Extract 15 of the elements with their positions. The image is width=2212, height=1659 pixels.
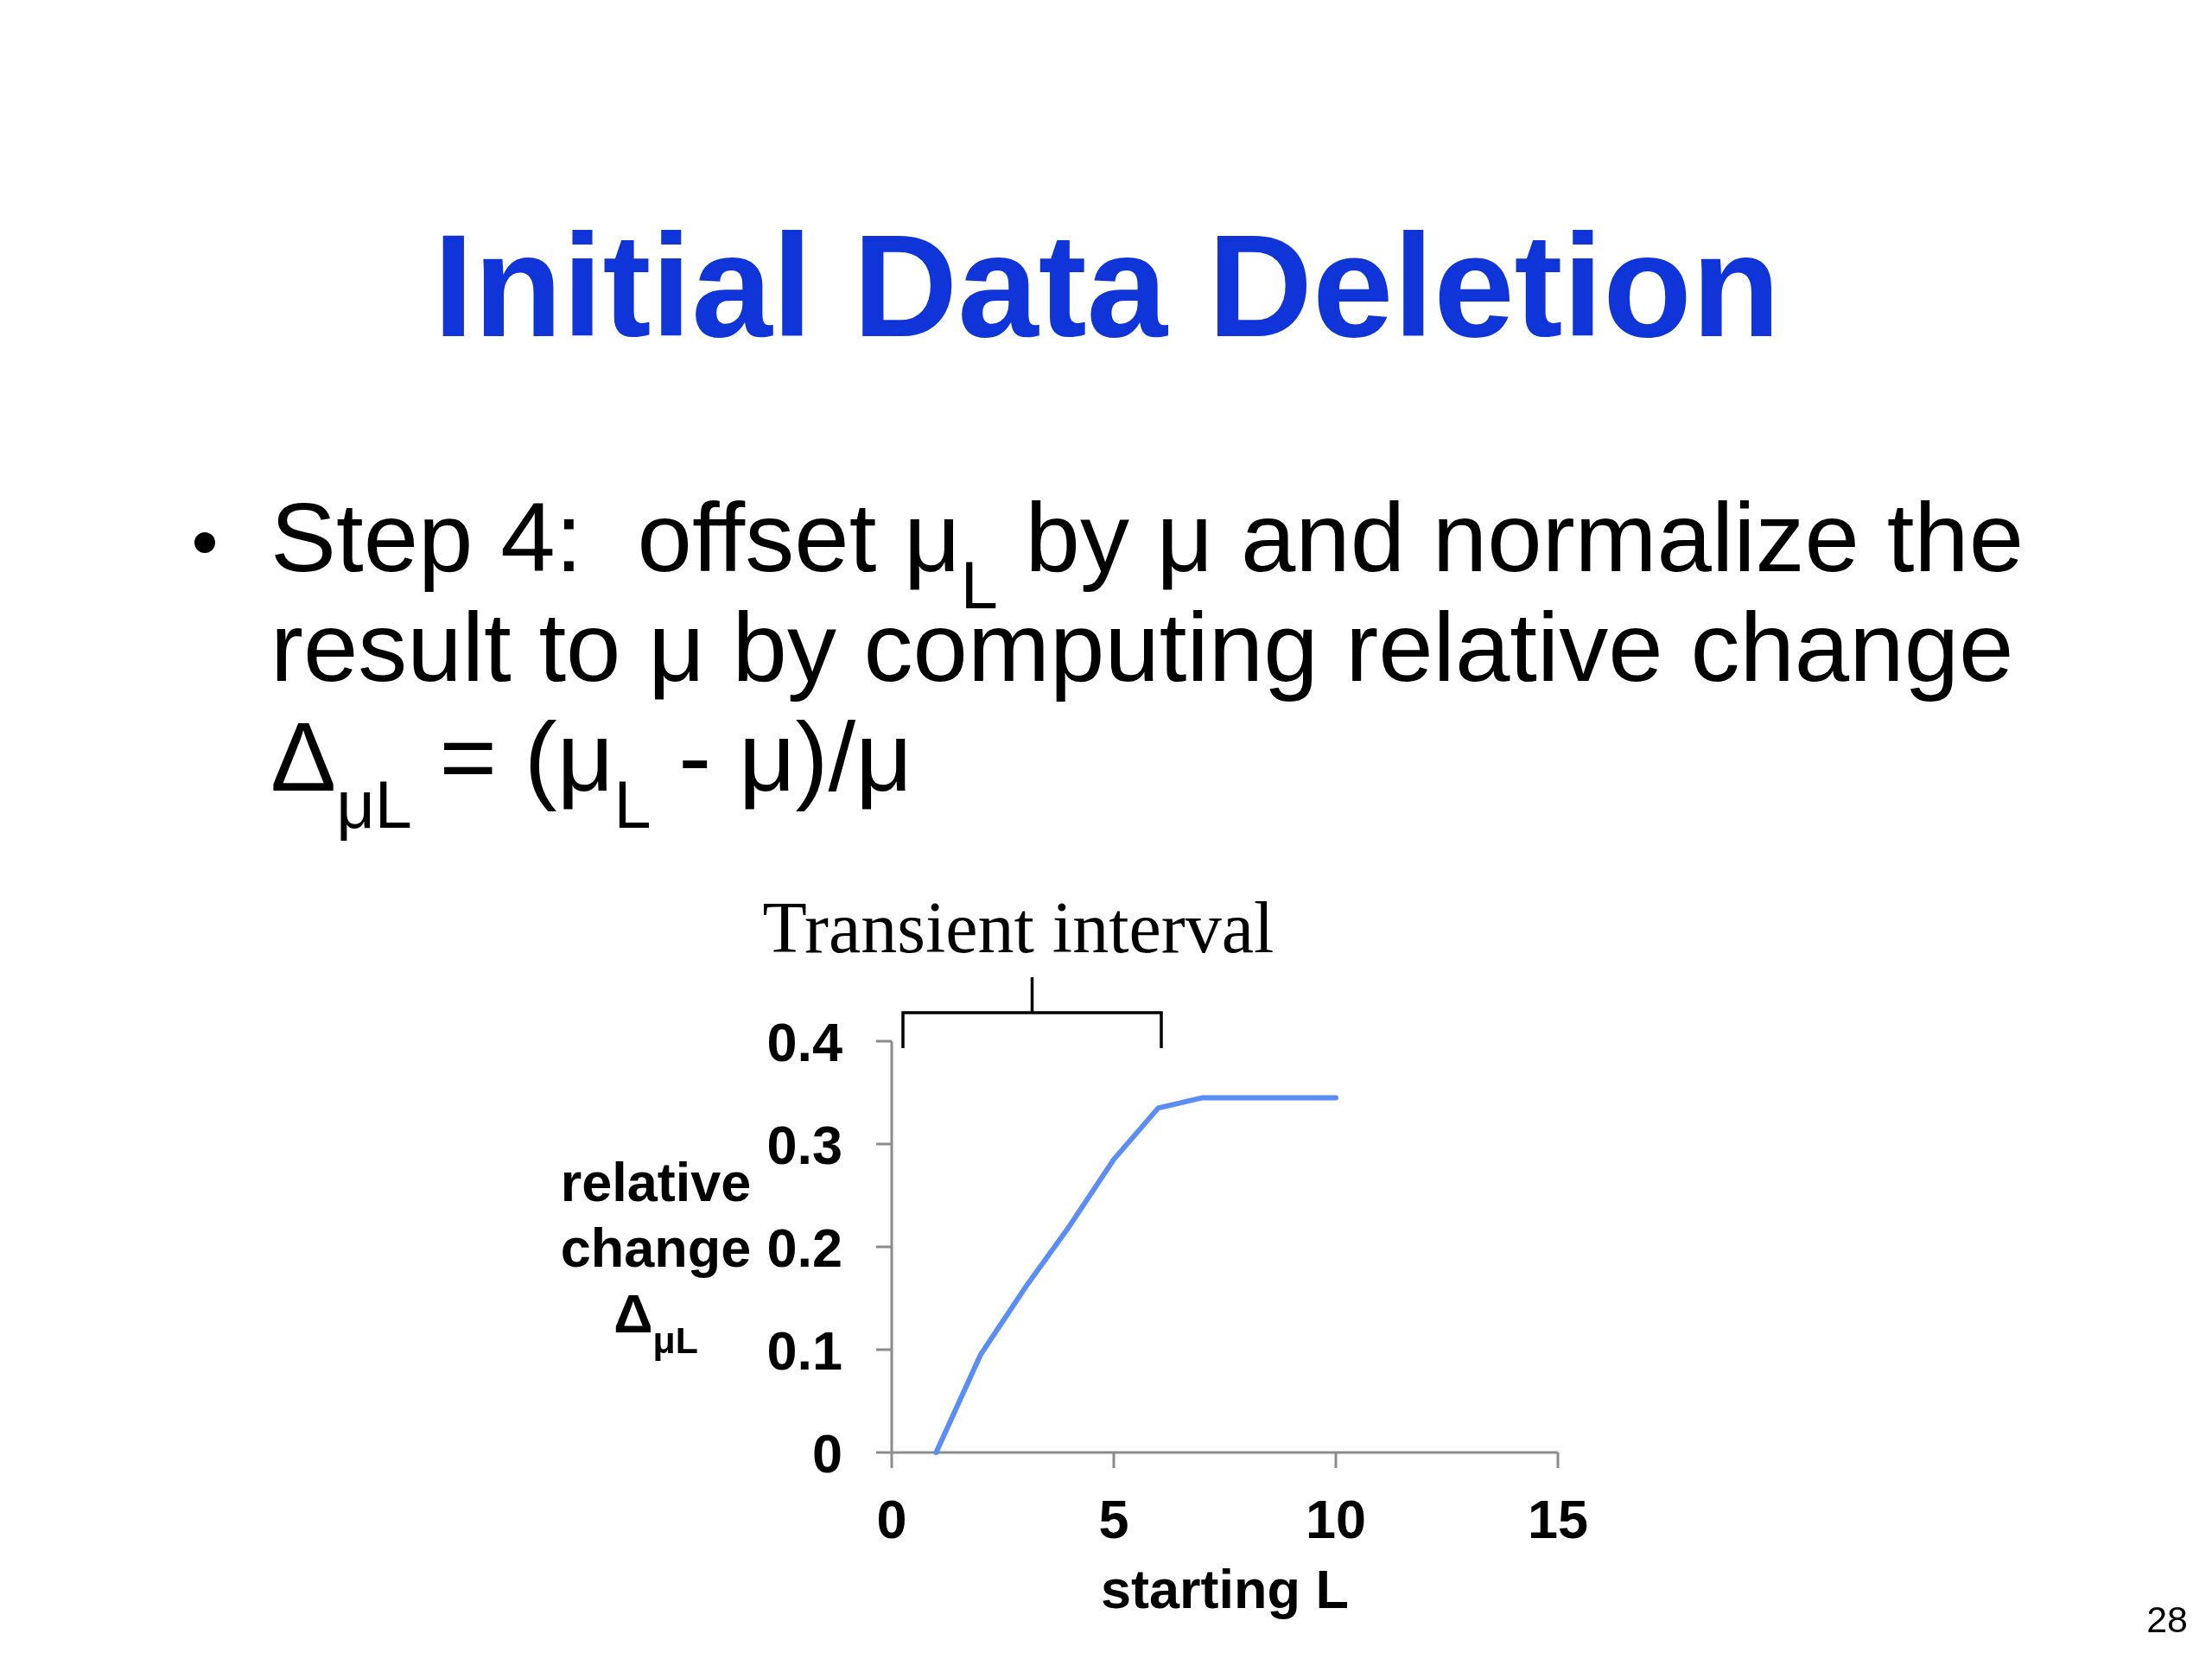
x-tick-label: 5 [1098, 1489, 1129, 1549]
y-tick-label: 0.2 [766, 1217, 842, 1278]
x-tick-label: 10 [1305, 1489, 1367, 1549]
x-axis-title: starting L [1100, 1559, 1350, 1619]
x-tick-label: 0 [876, 1489, 907, 1549]
text: Transient interval [762, 887, 1274, 968]
y-tick-label: 0.1 [766, 1319, 842, 1381]
y-axis-title: relative change Δ$_{μL}$ [560, 1152, 752, 1361]
y-tick-label: 0.4 [766, 1011, 842, 1072]
x-tick-label: 15 [1527, 1489, 1589, 1549]
y-tick-label: 0 [811, 1422, 842, 1484]
y-tick-label: 0.3 [766, 1114, 842, 1175]
chart-title: Initial Data Deletion [433, 205, 1781, 367]
text: Step 4: offset μ$_{L}$ by μ and normalize the result to μ by computing relative change Δ$_{μL}$ = (μ$_{L}$ - μ)/μ [270, 482, 2024, 842]
text: 28 [2146, 1599, 2188, 1640]
